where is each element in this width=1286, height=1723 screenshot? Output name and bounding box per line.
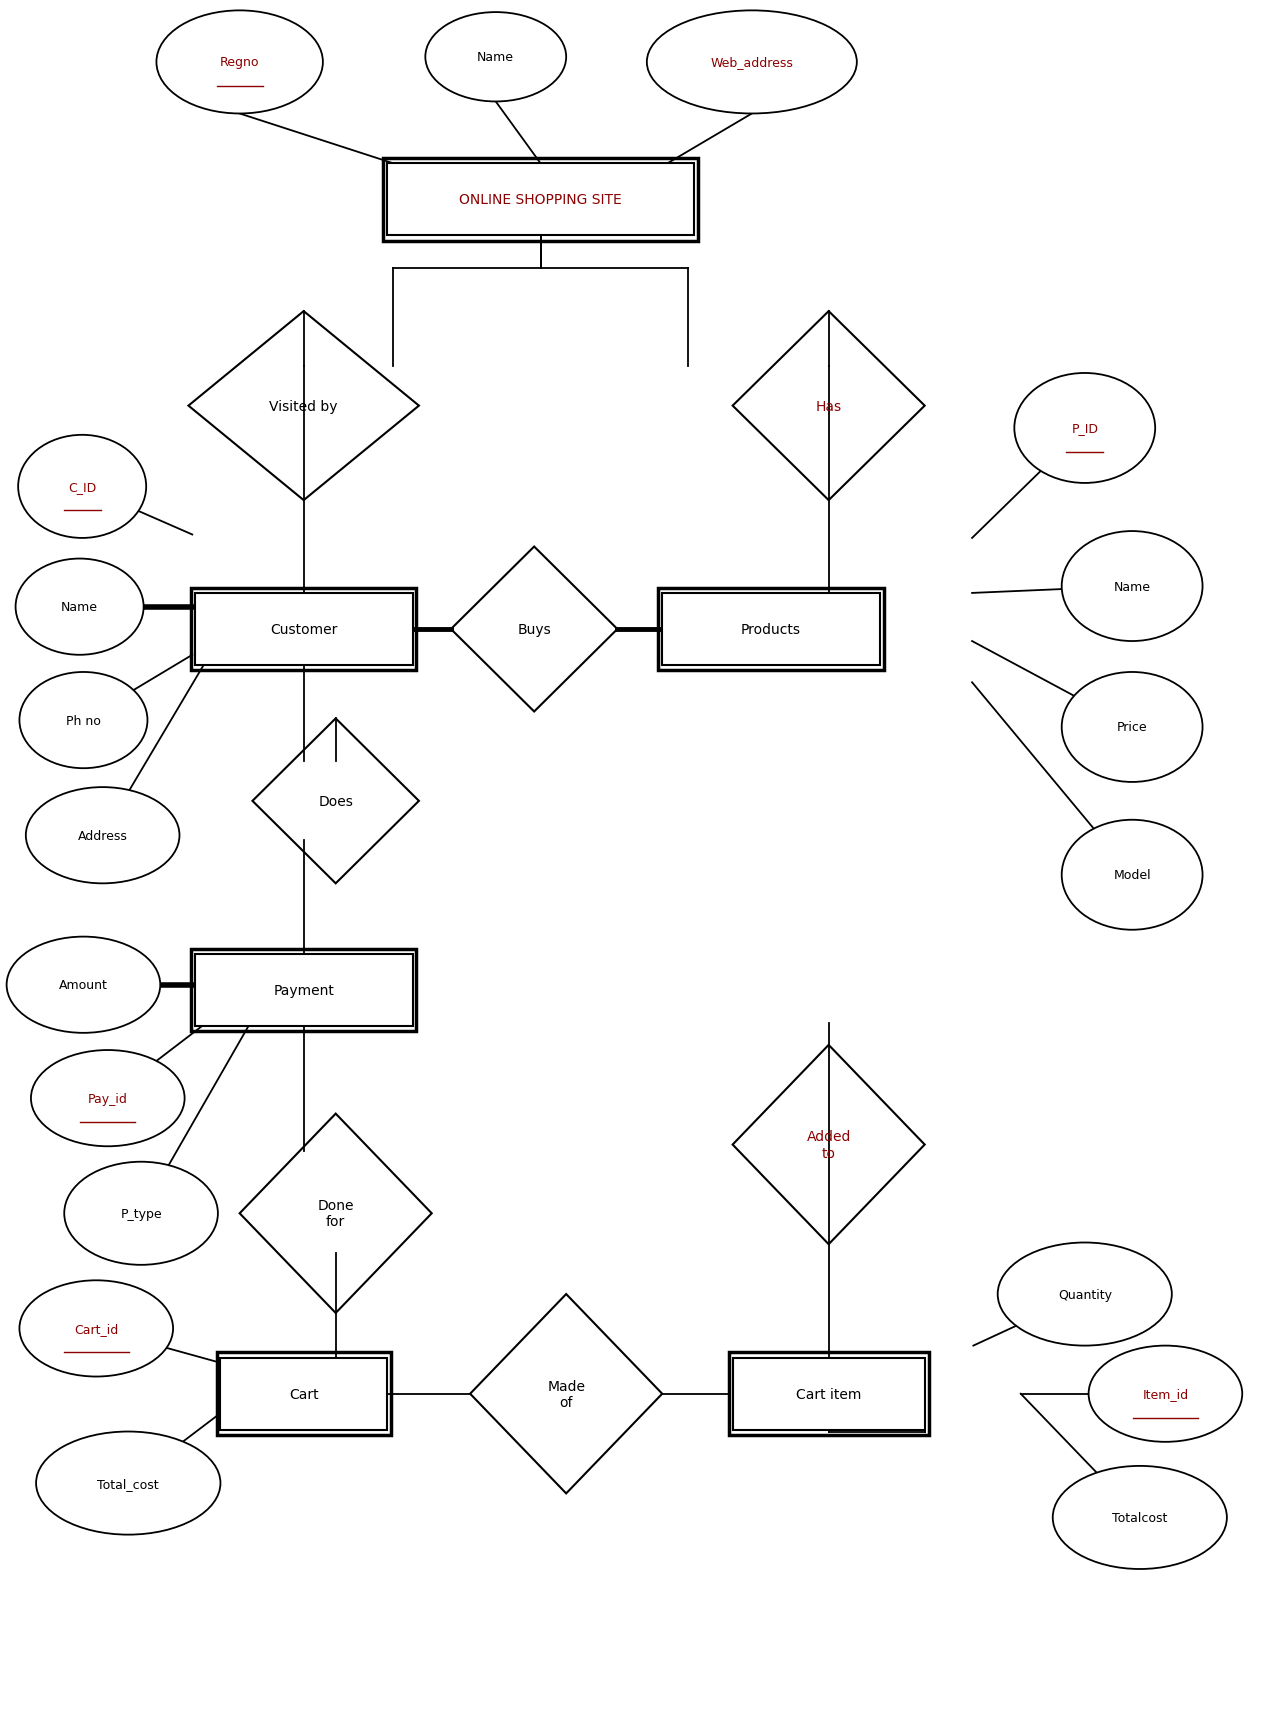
Text: Web_address: Web_address — [710, 57, 793, 69]
Text: Address: Address — [77, 829, 127, 843]
Bar — [387, 164, 694, 236]
Text: Done
for: Done for — [318, 1199, 354, 1228]
Text: C_ID: C_ID — [68, 481, 96, 493]
Text: Model: Model — [1114, 868, 1151, 882]
Text: Visited by: Visited by — [270, 400, 338, 414]
Ellipse shape — [19, 1280, 174, 1377]
Ellipse shape — [6, 937, 161, 1034]
Bar — [733, 1358, 925, 1430]
Bar — [658, 589, 883, 670]
Text: P_type: P_type — [121, 1208, 162, 1220]
Text: Ph no: Ph no — [66, 713, 100, 727]
Bar — [216, 1353, 391, 1435]
Ellipse shape — [1062, 532, 1202, 641]
Text: Name: Name — [62, 601, 98, 613]
Text: Made
of: Made of — [547, 1378, 585, 1409]
Text: Price: Price — [1116, 720, 1147, 734]
Bar — [662, 594, 880, 665]
Text: Customer: Customer — [270, 622, 337, 636]
Text: Buys: Buys — [517, 622, 550, 636]
Bar — [729, 1353, 928, 1435]
Ellipse shape — [1053, 1466, 1227, 1570]
Ellipse shape — [31, 1051, 185, 1146]
Bar — [195, 594, 413, 665]
Ellipse shape — [157, 12, 323, 114]
Text: ONLINE SHOPPING SITE: ONLINE SHOPPING SITE — [459, 193, 622, 207]
Text: Payment: Payment — [273, 984, 334, 998]
Text: Products: Products — [741, 622, 801, 636]
Bar — [192, 589, 417, 670]
Text: Pay_id: Pay_id — [87, 1092, 127, 1104]
Ellipse shape — [1062, 672, 1202, 782]
Text: Regno: Regno — [220, 57, 260, 69]
Text: Has: Has — [815, 400, 842, 414]
Text: Quantity: Quantity — [1058, 1287, 1112, 1301]
Text: Item_id: Item_id — [1142, 1387, 1188, 1401]
Ellipse shape — [426, 14, 566, 102]
Text: Does: Does — [318, 794, 354, 808]
Text: Name: Name — [477, 52, 514, 64]
Ellipse shape — [1015, 374, 1155, 484]
Ellipse shape — [36, 1432, 220, 1535]
Ellipse shape — [18, 436, 147, 539]
Ellipse shape — [1088, 1346, 1242, 1442]
Bar — [383, 159, 698, 241]
Text: Added
to: Added to — [806, 1130, 851, 1160]
Bar — [195, 955, 413, 1027]
Text: Cart_id: Cart_id — [75, 1322, 118, 1335]
Bar — [192, 949, 417, 1032]
Ellipse shape — [19, 672, 148, 768]
Ellipse shape — [647, 12, 856, 114]
Text: Totalcost: Totalcost — [1112, 1511, 1168, 1525]
Text: Amount: Amount — [59, 979, 108, 992]
Text: Cart item: Cart item — [796, 1387, 862, 1401]
Ellipse shape — [26, 787, 180, 884]
Ellipse shape — [15, 560, 144, 655]
Text: Name: Name — [1114, 581, 1151, 593]
Ellipse shape — [998, 1242, 1172, 1346]
Text: Cart: Cart — [289, 1387, 319, 1401]
Text: P_ID: P_ID — [1071, 422, 1098, 436]
Text: Total_cost: Total_cost — [98, 1477, 159, 1490]
Ellipse shape — [64, 1161, 217, 1265]
Ellipse shape — [1062, 820, 1202, 930]
Bar — [220, 1358, 387, 1430]
